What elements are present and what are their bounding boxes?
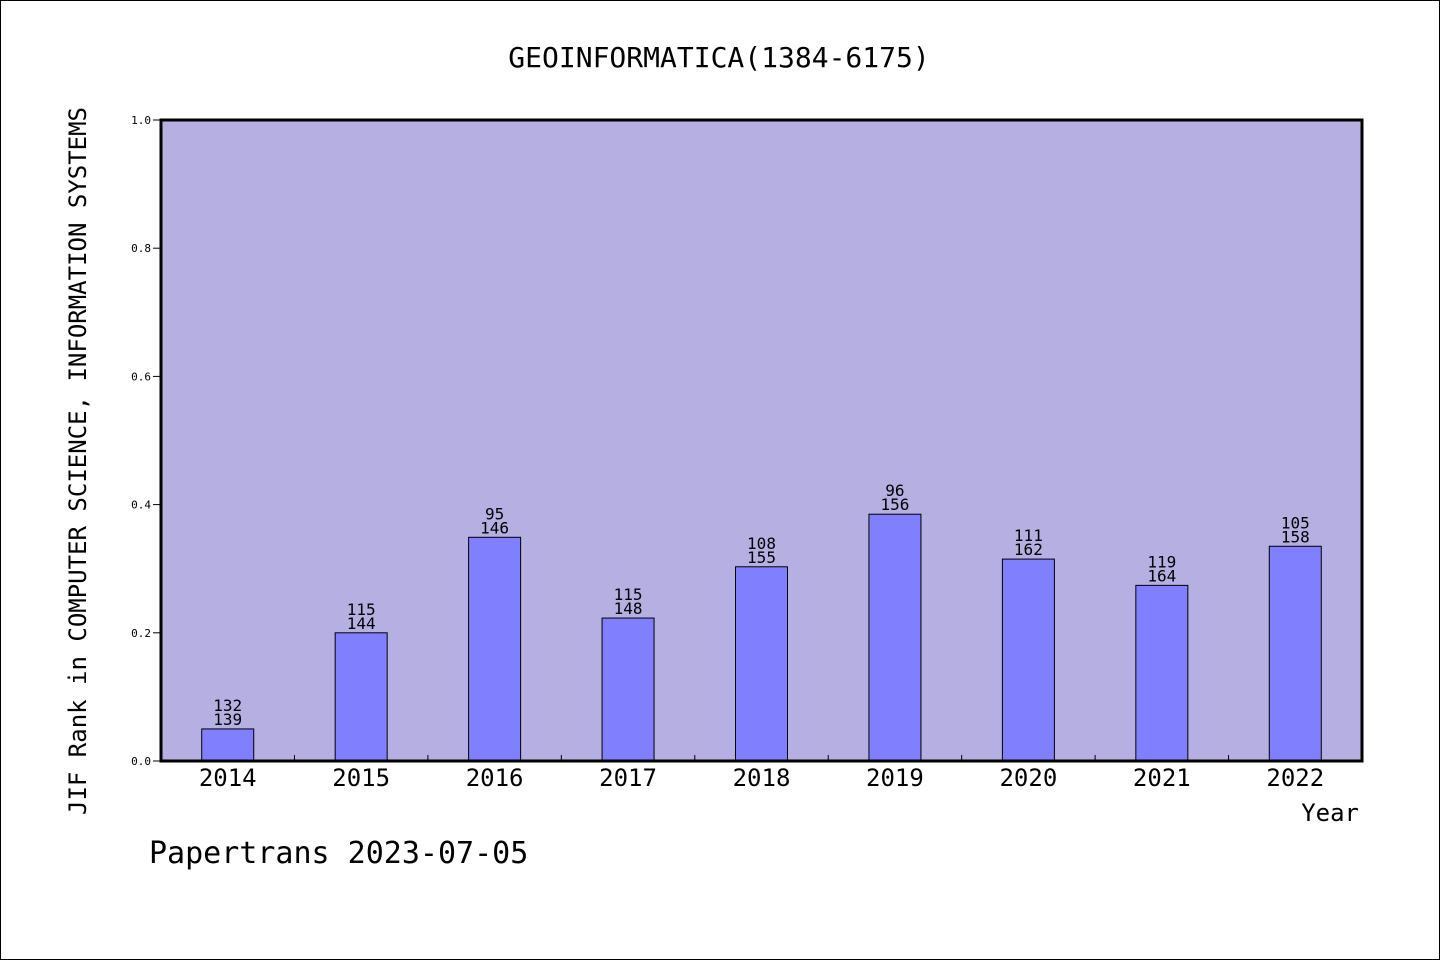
y-tick-label: 0.4: [131, 499, 151, 512]
x-tick-label: 2018: [733, 764, 791, 792]
bar: [1268, 545, 1322, 762]
bar: [735, 566, 788, 762]
bar-total-label: 155: [747, 548, 776, 567]
x-axis-label: Year: [1301, 799, 1359, 827]
bar-total-label: 162: [1014, 540, 1043, 559]
bar-rank-label: 115: [614, 585, 643, 604]
chart-title: GEOINFORMATICA(1384-6175): [508, 41, 929, 74]
bar-total-label: 144: [347, 614, 376, 633]
x-tick-label: 2022: [1266, 764, 1324, 792]
x-tick-label: 2016: [466, 764, 524, 792]
bar: [334, 632, 388, 762]
bar: [468, 536, 522, 762]
footer-text: Papertrans 2023-07-05: [149, 836, 528, 871]
bar-total-label: 158: [1281, 527, 1310, 546]
x-tick-label: 2019: [866, 764, 924, 792]
bar-total-label: 156: [880, 495, 909, 514]
bar-total-label: 139: [213, 710, 242, 729]
bar-rank-label: 105: [1281, 513, 1310, 532]
y-axis-label: JIF Rank in COMPUTER SCIENCE, INFORMATIO…: [64, 107, 92, 815]
y-tick-label: 1.0: [131, 114, 151, 127]
y-tick-label: 0.0: [131, 755, 151, 768]
y-axis-ticks: 0.0 0.2 0.4 0.6 0.8 1.0: [131, 114, 161, 768]
bar: [868, 513, 922, 762]
bar: [1135, 584, 1189, 762]
plot-frame: [159, 118, 1364, 763]
x-tick-label: 2017: [599, 764, 657, 792]
bar: [201, 728, 255, 762]
x-tick-label: 2014: [199, 764, 257, 792]
y-tick-label: 0.8: [131, 242, 151, 255]
bar: [601, 617, 655, 762]
bar: [1001, 558, 1055, 762]
bar-rank-label: 119: [1147, 552, 1176, 571]
bar-rank-label: 95: [485, 504, 504, 523]
bar-rank-label: 96: [885, 481, 904, 500]
x-tick-label: 2020: [999, 764, 1057, 792]
x-axis-ticks: 2014 2015 2016 2017 2018 2019 2020 2021 2022: [199, 755, 1324, 792]
y-tick-label: 0.2: [131, 627, 151, 640]
bar-rank-label: 108: [747, 534, 776, 553]
bar-rank-label: 132: [213, 696, 242, 715]
bar-total-label: 164: [1147, 566, 1176, 585]
x-tick-label: 2015: [332, 764, 390, 792]
bar-rank-label: 115: [347, 600, 376, 619]
bar-total-label: 146: [480, 518, 509, 537]
y-tick-label: 0.6: [131, 370, 151, 383]
bar-total-label: 148: [614, 599, 643, 618]
x-tick-label: 2021: [1133, 764, 1191, 792]
bar-rank-label: 111: [1014, 526, 1043, 545]
